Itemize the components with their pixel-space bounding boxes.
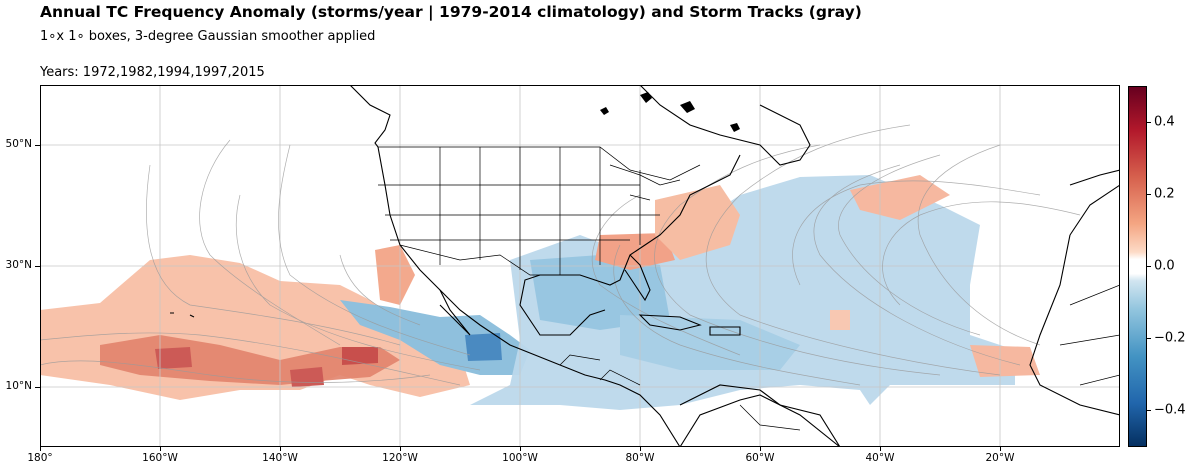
storm-track (917, 144, 1041, 346)
us-state-lines (378, 147, 660, 275)
colorbar-tick (1147, 194, 1151, 195)
anomaly-positive-carolina (655, 185, 740, 260)
storm-track (591, 194, 741, 356)
coastline-cuba (638, 314, 702, 331)
gridlines (40, 85, 1120, 447)
anomaly-positive-core-1 (155, 347, 192, 369)
storm-track (705, 124, 1001, 376)
colorbar-tick (1147, 122, 1151, 123)
lon-label-60w: 60°W (745, 452, 775, 464)
colorbar (1128, 86, 1147, 447)
storm-track (40, 360, 431, 383)
anomaly-positive-coast (375, 245, 415, 305)
years-label: Years: 1972,1982,1994,1997,2015 (40, 65, 265, 80)
colorbar-tick (1147, 266, 1151, 267)
coastline-hawaii (170, 312, 195, 318)
lon-tick (640, 447, 641, 451)
storm-track (199, 139, 341, 346)
lon-tick (40, 447, 41, 451)
chart-subtitle: 1∘x 1∘ boxes, 3-degree Gaussian smoother… (40, 29, 376, 44)
coastline-canada-east (639, 85, 811, 166)
lon-label-100w: 100°W (502, 452, 538, 464)
storm-track (40, 332, 461, 386)
storm-track (654, 144, 941, 376)
colorbar-label-0.4: 0.4 (1154, 114, 1175, 130)
lon-label-160w: 160°W (142, 452, 178, 464)
coastline-iberia (1069, 169, 1120, 186)
coastline-south-america (679, 384, 841, 447)
us-great-lakes (609, 164, 681, 201)
lon-label-80w: 80°W (625, 452, 655, 464)
border-south-america (739, 404, 801, 431)
lon-label-40w: 40°W (865, 452, 895, 464)
lon-label-140w: 140°W (262, 452, 298, 464)
anomaly-positive-pacific-strong (100, 335, 400, 385)
coastline-florida (624, 254, 651, 302)
storm-track (278, 144, 471, 356)
island (600, 107, 609, 115)
anomaly-negative-epac-strong (465, 333, 502, 361)
lat-tick (35, 387, 40, 388)
anomaly-positive-core-3 (342, 347, 378, 365)
lat-tick (35, 266, 40, 267)
anomaly-negative-gulf (530, 255, 670, 330)
storm-track (146, 164, 401, 346)
lon-tick (880, 447, 881, 451)
lon-label-120w: 120°W (382, 452, 418, 464)
anomaly-positive-northatl (850, 175, 950, 220)
lon-tick (400, 447, 401, 451)
lon-tick (1000, 447, 1001, 451)
coastline-east-america (679, 394, 841, 447)
lat-label-50n: 50°N (5, 138, 32, 150)
coastline-gulf-east (519, 154, 741, 336)
storm-track (882, 201, 1081, 306)
colorbar-label-0.2: 0.2 (1154, 186, 1175, 202)
colorbar-label-neg0.2: −0.2 (1154, 330, 1186, 346)
us-border-north (378, 146, 701, 181)
storm-track (792, 180, 1041, 286)
lat-label-10n: 10°N (5, 380, 32, 392)
storm-track (339, 254, 421, 326)
chart-title: Annual TC Frequency Anomaly (storms/year… (40, 3, 862, 21)
colorbar-tick (1147, 410, 1151, 411)
coastline-baja (439, 289, 471, 336)
coastline-north-america (349, 85, 681, 447)
coastlines (170, 85, 1120, 447)
lon-label-180: 180° (27, 452, 53, 464)
island (680, 101, 695, 113)
storm-track (813, 164, 1021, 366)
lon-tick (160, 447, 161, 451)
lon-tick (760, 447, 761, 451)
anomaly-positive-core-2 (290, 367, 324, 387)
storm-track (235, 194, 481, 371)
lat-label-30n: 30°N (5, 259, 32, 271)
anomaly-negative-atlantic (470, 175, 1015, 410)
lon-tick (280, 447, 281, 451)
lon-label-20w: 20°W (985, 452, 1015, 464)
storm-tracks (40, 124, 1081, 386)
storm-track (838, 154, 981, 336)
island (640, 92, 652, 103)
colorbar-tick (1147, 338, 1151, 339)
arctic-islands (600, 92, 740, 132)
lon-tick (520, 447, 521, 451)
border-central-america (559, 354, 641, 386)
coastline-hispaniola (709, 326, 741, 336)
coastline-africa (1029, 184, 1120, 447)
colorbar-label-neg0.4: −0.4 (1154, 402, 1186, 418)
anomaly-field (40, 175, 1040, 410)
map-panel (40, 85, 1120, 447)
country-borders (559, 284, 1120, 431)
island (730, 123, 740, 132)
border-africa (1059, 284, 1120, 386)
us-state-borders (378, 146, 701, 276)
map-canvas (40, 85, 1120, 447)
anomaly-positive-midatl (830, 310, 850, 330)
colorbar-label-0.0: 0.0 (1154, 258, 1175, 274)
lat-tick (35, 145, 40, 146)
